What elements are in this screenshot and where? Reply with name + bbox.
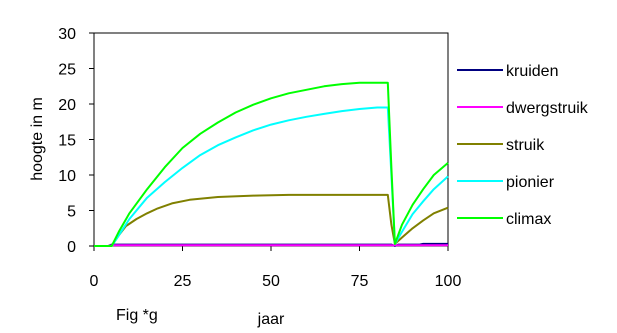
x-tick-label: 75 [351, 273, 369, 290]
series-line-dwergstruik [94, 244, 448, 247]
y-tick-label: 30 [58, 26, 76, 43]
y-tick-label: 20 [58, 97, 76, 114]
axes: 0 5 10 15 20 25 30 0 25 50 75 100 [58, 26, 461, 290]
x-tick-label: 0 [90, 273, 99, 290]
y-tick-label: 10 [58, 168, 76, 185]
y-tick-label: 0 [67, 239, 76, 256]
legend-label-climax: climax [506, 211, 551, 228]
y-tick-label: 15 [58, 133, 76, 150]
x-tick-label: 50 [262, 273, 280, 290]
series-line-struik [94, 193, 449, 247]
x-tick-label: 25 [174, 273, 192, 290]
legend-label-kruiden: kruiden [506, 63, 558, 80]
legend: kruiden dwergstruik struik pionier climax [457, 63, 589, 228]
series-layer [94, 81, 449, 247]
y-tick-label: 25 [58, 62, 76, 79]
y-tick-label: 5 [67, 204, 76, 221]
legend-label-struik: struik [506, 137, 545, 154]
legend-label-pionier: pionier [506, 174, 555, 191]
series-line-climax [94, 81, 449, 247]
series-line-pionier [94, 106, 449, 247]
x-tick-label: 100 [435, 273, 462, 290]
legend-label-dwergstruik: dwergstruik [506, 100, 589, 117]
x-axis-label: jaar [257, 311, 285, 328]
y-axis-label: hoogte in m [29, 97, 46, 181]
figure-caption: Fig *g [116, 307, 158, 324]
